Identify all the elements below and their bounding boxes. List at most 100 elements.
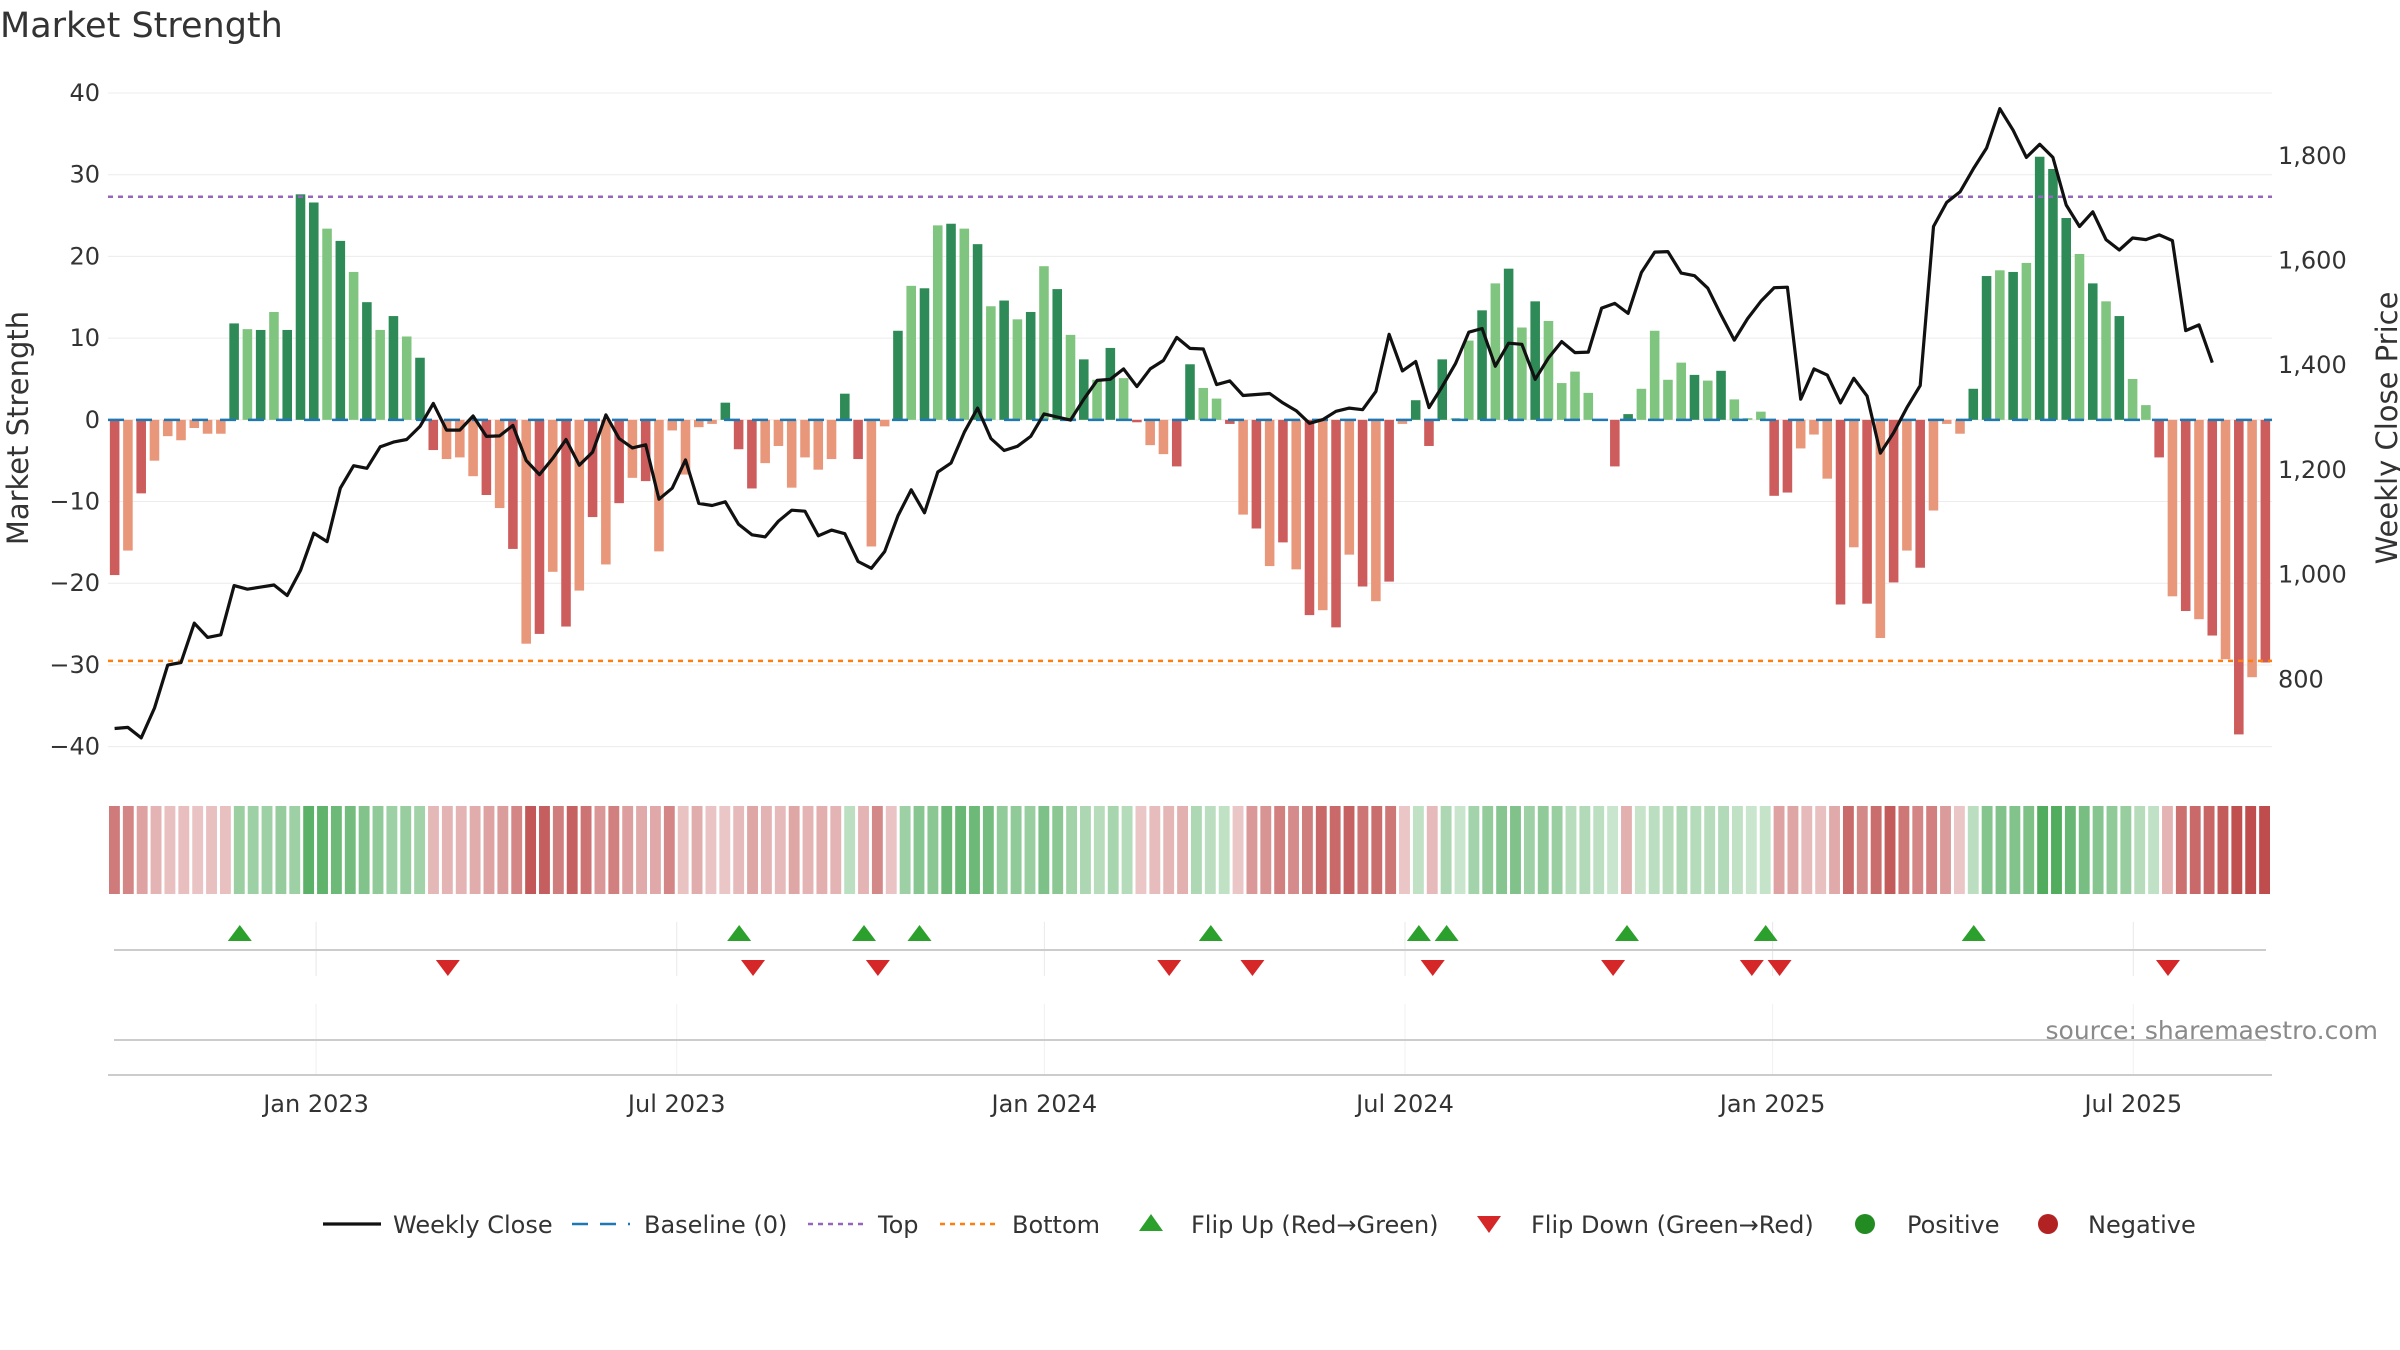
strength-bar — [1543, 320, 1554, 420]
regime-band-cell — [150, 806, 162, 894]
strength-bar — [348, 271, 359, 420]
regime-band-cell — [1621, 806, 1632, 894]
strength-bar — [2194, 419, 2204, 620]
regime-band-cell — [2009, 806, 2021, 894]
strength-bar — [1317, 419, 1328, 611]
strength-bar — [1079, 359, 1089, 420]
strength-bar — [2167, 419, 2178, 597]
regime-band-cell — [372, 806, 384, 894]
strength-bar — [1610, 419, 1620, 467]
strength-bar — [680, 419, 691, 475]
regime-band-cell — [358, 806, 370, 894]
regime-band-cell — [206, 806, 217, 894]
strength-bar — [667, 419, 678, 431]
strength-bar — [1105, 347, 1116, 420]
strength-bar — [1264, 419, 1275, 567]
y-tick-label: −20 — [49, 569, 100, 597]
regime-band-cell — [1759, 806, 1771, 894]
strength-bar — [1902, 419, 1912, 551]
y-tick-label: −30 — [49, 651, 100, 679]
flip-up-marker — [727, 925, 752, 941]
flip-down-marker — [435, 960, 460, 976]
regime-band-cell — [1066, 806, 1078, 894]
strength-bar — [786, 419, 797, 488]
legend-label-baseline: Baseline (0) — [644, 1211, 787, 1239]
regime-band-cell — [1523, 806, 1535, 894]
regime-band-cell — [2051, 806, 2062, 894]
regime-band-cell — [192, 806, 204, 894]
strength-bar — [2008, 271, 2018, 420]
regime-band-cell — [414, 806, 426, 894]
regime-band-cell — [1926, 806, 1938, 894]
strength-bar — [1039, 266, 1049, 420]
strength-bar — [242, 329, 253, 420]
strength-bar — [401, 336, 412, 420]
strength-bar — [123, 419, 133, 551]
strength-bar — [1371, 419, 1381, 602]
regime-band-cell — [677, 806, 689, 894]
regime-band-cell — [1163, 806, 1175, 894]
strength-bar — [813, 419, 824, 470]
regime-band-cell — [663, 806, 675, 894]
regime-band-cell — [650, 806, 661, 894]
strength-bar — [1132, 419, 1142, 423]
regime-band-cell — [1246, 806, 1258, 894]
strength-bar — [1756, 411, 1766, 420]
flip-down-marker — [1601, 960, 1626, 976]
strength-bar — [1025, 311, 1036, 420]
x-tick-label: Jan 2025 — [1718, 1090, 1826, 1118]
strength-bar — [282, 329, 293, 420]
regime-band-cell — [1565, 806, 1577, 894]
regime-band-cell — [1274, 806, 1286, 894]
x-tick-label: Jul 2023 — [626, 1090, 726, 1118]
strength-bar — [455, 419, 465, 458]
strength-bar — [1065, 334, 1076, 420]
strength-bar — [149, 419, 160, 461]
regime-band-cell — [1718, 806, 1729, 894]
strength-bar — [614, 419, 624, 504]
strength-bar — [494, 419, 505, 509]
strength-bar — [1570, 371, 1580, 420]
regime-band-cell — [1135, 806, 1147, 894]
y2-tick-label: 1,200 — [2278, 456, 2347, 484]
regime-band-cell — [816, 806, 828, 894]
y-tick-label: 20 — [69, 242, 100, 270]
regime-band-cell — [2064, 806, 2076, 894]
source-label: source: sharemaestro.com — [2046, 1016, 2379, 1045]
strength-bar — [255, 329, 266, 420]
strength-bar — [2220, 419, 2231, 660]
regime-band-cell — [344, 806, 356, 894]
strength-bar — [1225, 419, 1235, 424]
strength-bar — [508, 419, 518, 549]
strength-bar — [919, 288, 930, 420]
strength-bar — [1888, 419, 1899, 583]
strength-bar — [2154, 419, 2164, 458]
regime-band-cell — [1551, 806, 1563, 894]
regime-band-cell — [2106, 806, 2118, 894]
regime-band-cell — [913, 806, 925, 894]
regime-band-cell — [303, 806, 315, 894]
strength-bar — [2247, 419, 2257, 678]
flip-up-marker — [852, 925, 877, 941]
strength-bar — [362, 302, 372, 420]
regime-band-cell — [247, 806, 259, 894]
legend-label-weekly-close: Weekly Close — [393, 1211, 553, 1239]
strength-bar — [946, 223, 956, 420]
strength-bar — [1490, 283, 1501, 420]
legend-swatch-flip-up — [1139, 1214, 1163, 1231]
regime-band-cell — [1690, 806, 1702, 894]
regime-band-cell — [1787, 806, 1799, 894]
strength-bar — [574, 419, 585, 591]
regime-band-cell — [497, 806, 509, 894]
regime-band-cell — [552, 806, 564, 894]
strength-bar — [1052, 289, 1063, 420]
x-tick-label: Jul 2025 — [2082, 1090, 2182, 1118]
regime-band-cell — [899, 806, 911, 894]
flip-down-marker — [2155, 960, 2180, 976]
regime-band-cell — [275, 806, 287, 894]
strength-bar — [136, 419, 146, 494]
strength-bar — [1649, 330, 1660, 420]
regime-band-cell — [885, 806, 897, 894]
strength-bar — [1663, 379, 1673, 420]
strength-bar — [295, 194, 306, 420]
